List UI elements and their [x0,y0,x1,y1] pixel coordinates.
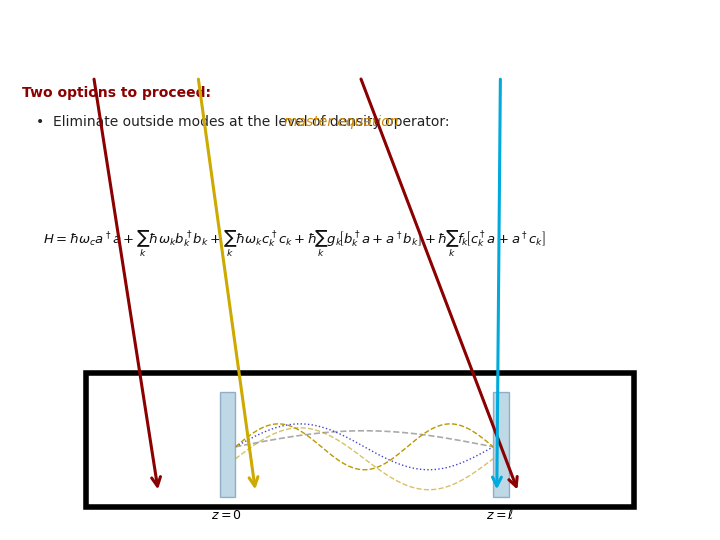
Bar [86,373,634,507]
Text: $z = \ell$: $z = \ell$ [486,508,515,522]
Text: $H = \hbar\omega_c a^\dagger a + \sum_k \hbar\omega_k b_k^\dagger b_k + \sum_k \: $H = \hbar\omega_c a^\dagger a + \sum_k … [43,228,546,259]
Text: Two options to proceed:: Two options to proceed: [22,86,210,100]
Text: Cavity quasimodes: Cavity quasimodes [13,24,264,48]
Text: •  Eliminate outside modes at the level of density operator:: • Eliminate outside modes at the level o… [36,115,454,129]
Bar [493,392,509,497]
Bar [220,392,235,497]
Text: master equation: master equation [284,115,399,129]
Text: $z = 0$: $z = 0$ [211,509,243,522]
